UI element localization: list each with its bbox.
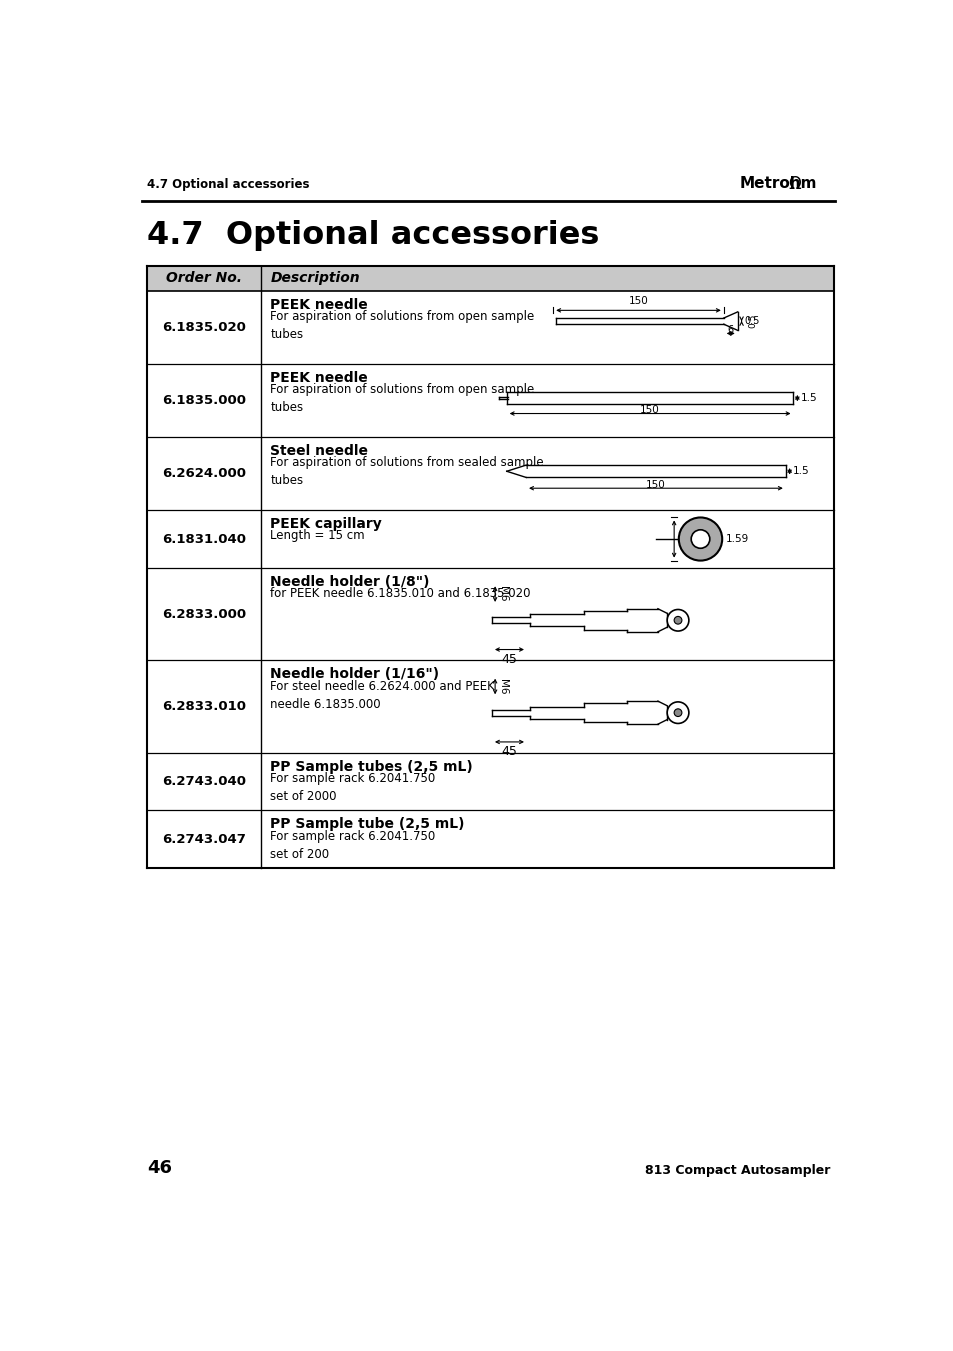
Circle shape bbox=[679, 517, 721, 561]
Text: Length = 15 cm: Length = 15 cm bbox=[270, 530, 365, 542]
Text: 6.2833.000: 6.2833.000 bbox=[162, 608, 246, 620]
Text: 6.1835.000: 6.1835.000 bbox=[162, 394, 246, 407]
Text: 45: 45 bbox=[501, 653, 517, 666]
Text: PEEK capillary: PEEK capillary bbox=[270, 517, 382, 531]
Text: Description: Description bbox=[270, 272, 359, 285]
Text: 6.2743.040: 6.2743.040 bbox=[162, 775, 246, 788]
Text: M6: M6 bbox=[497, 586, 508, 601]
Text: 45: 45 bbox=[501, 744, 517, 758]
Text: Order No.: Order No. bbox=[166, 272, 242, 285]
Text: Needle holder (1/16"): Needle holder (1/16") bbox=[270, 667, 439, 681]
Text: 46: 46 bbox=[147, 1159, 172, 1177]
Text: 1.5: 1.5 bbox=[792, 466, 808, 477]
Text: For sample rack 6.2041.750
set of 200: For sample rack 6.2041.750 set of 200 bbox=[270, 830, 436, 861]
Text: Metrohm: Metrohm bbox=[739, 177, 816, 192]
Text: 6.2833.010: 6.2833.010 bbox=[162, 700, 246, 713]
Text: 813 Compact Autosampler: 813 Compact Autosampler bbox=[644, 1165, 830, 1177]
Text: For aspiration of solutions from open sample
tubes: For aspiration of solutions from open sa… bbox=[270, 384, 534, 415]
Text: For aspiration of solutions from sealed sample
tubes: For aspiration of solutions from sealed … bbox=[270, 457, 543, 488]
Text: For sample rack 6.2041.750
set of 2000: For sample rack 6.2041.750 set of 2000 bbox=[270, 771, 436, 802]
Text: 1.5: 1.5 bbox=[800, 393, 816, 403]
Text: 6.1835.020: 6.1835.020 bbox=[162, 320, 246, 334]
Circle shape bbox=[691, 530, 709, 549]
Text: 4.7  Optional accessories: 4.7 Optional accessories bbox=[147, 220, 598, 251]
Text: PEEK needle: PEEK needle bbox=[270, 370, 368, 385]
Text: Steel needle: Steel needle bbox=[270, 444, 368, 458]
Text: PEEK needle: PEEK needle bbox=[270, 297, 368, 312]
Circle shape bbox=[674, 709, 681, 716]
Bar bbox=[147, 266, 833, 290]
Text: Needle holder (1/8"): Needle holder (1/8") bbox=[270, 574, 430, 589]
Text: 6.2624.000: 6.2624.000 bbox=[162, 467, 246, 480]
Text: o5: o5 bbox=[694, 532, 705, 543]
Text: 4.7 Optional accessories: 4.7 Optional accessories bbox=[147, 178, 310, 192]
Text: for PEEK needle 6.1835.010 and 6.1835.020: for PEEK needle 6.1835.010 and 6.1835.02… bbox=[270, 588, 530, 600]
Circle shape bbox=[666, 609, 688, 631]
Text: 6.1831.040: 6.1831.040 bbox=[162, 532, 246, 546]
Text: 6: 6 bbox=[727, 326, 733, 335]
Text: 150: 150 bbox=[645, 480, 665, 490]
Circle shape bbox=[666, 703, 688, 723]
Text: 150: 150 bbox=[628, 296, 648, 305]
Text: PP Sample tubes (2,5 mL): PP Sample tubes (2,5 mL) bbox=[270, 759, 473, 774]
Text: 0.5: 0.5 bbox=[744, 316, 760, 326]
Text: 0.5: 0.5 bbox=[748, 313, 757, 328]
Text: 150: 150 bbox=[639, 405, 659, 415]
Text: M6: M6 bbox=[497, 678, 508, 694]
Text: 6.2743.047: 6.2743.047 bbox=[162, 832, 246, 846]
Text: For steel needle 6.2624.000 and PEEK
needle 6.1835.000: For steel needle 6.2624.000 and PEEK nee… bbox=[270, 680, 495, 711]
Text: 1.59: 1.59 bbox=[725, 534, 748, 544]
Text: PP Sample tube (2,5 mL): PP Sample tube (2,5 mL) bbox=[270, 817, 464, 831]
Text: For aspiration of solutions from open sample
tubes: For aspiration of solutions from open sa… bbox=[270, 309, 534, 340]
Text: Ω: Ω bbox=[788, 174, 801, 193]
Circle shape bbox=[674, 616, 681, 624]
